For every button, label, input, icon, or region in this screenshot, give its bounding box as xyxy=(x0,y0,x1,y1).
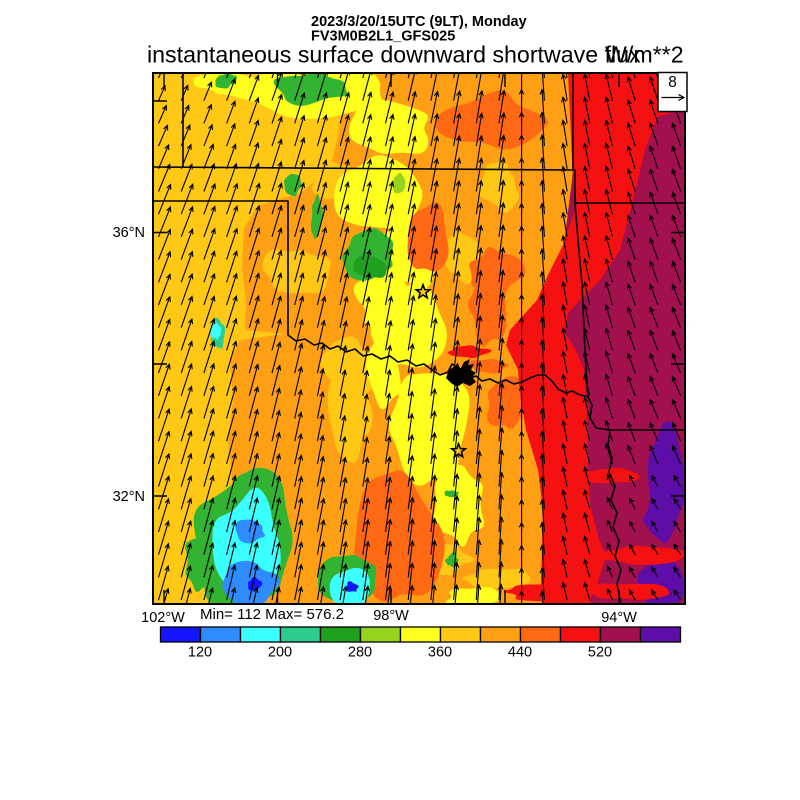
svg-text:2023/3/20/15UTC (9LT), Monday: 2023/3/20/15UTC (9LT), Monday xyxy=(311,14,527,30)
svg-text:98°W: 98°W xyxy=(373,608,409,624)
svg-text:32°N: 32°N xyxy=(113,489,145,505)
svg-text:8: 8 xyxy=(668,74,677,91)
svg-text:520: 520 xyxy=(588,645,612,661)
svg-text:FV3M0B2L1_GFS025: FV3M0B2L1_GFS025 xyxy=(311,29,455,45)
svg-text:Min= 112 Max= 576.2: Min= 112 Max= 576.2 xyxy=(200,606,344,623)
svg-text:36°N: 36°N xyxy=(113,225,145,241)
svg-text:94°W: 94°W xyxy=(601,610,637,626)
svg-text:instantaneous surface downward: instantaneous surface downward shortwave… xyxy=(147,42,641,68)
svg-text:280: 280 xyxy=(348,645,372,661)
svg-text:440: 440 xyxy=(508,645,532,661)
svg-text:200: 200 xyxy=(268,645,292,661)
svg-text:360: 360 xyxy=(428,645,452,661)
svg-text:W/m**2: W/m**2 xyxy=(605,42,684,68)
svg-text:102°W: 102°W xyxy=(141,610,185,626)
svg-text:120: 120 xyxy=(188,645,212,661)
